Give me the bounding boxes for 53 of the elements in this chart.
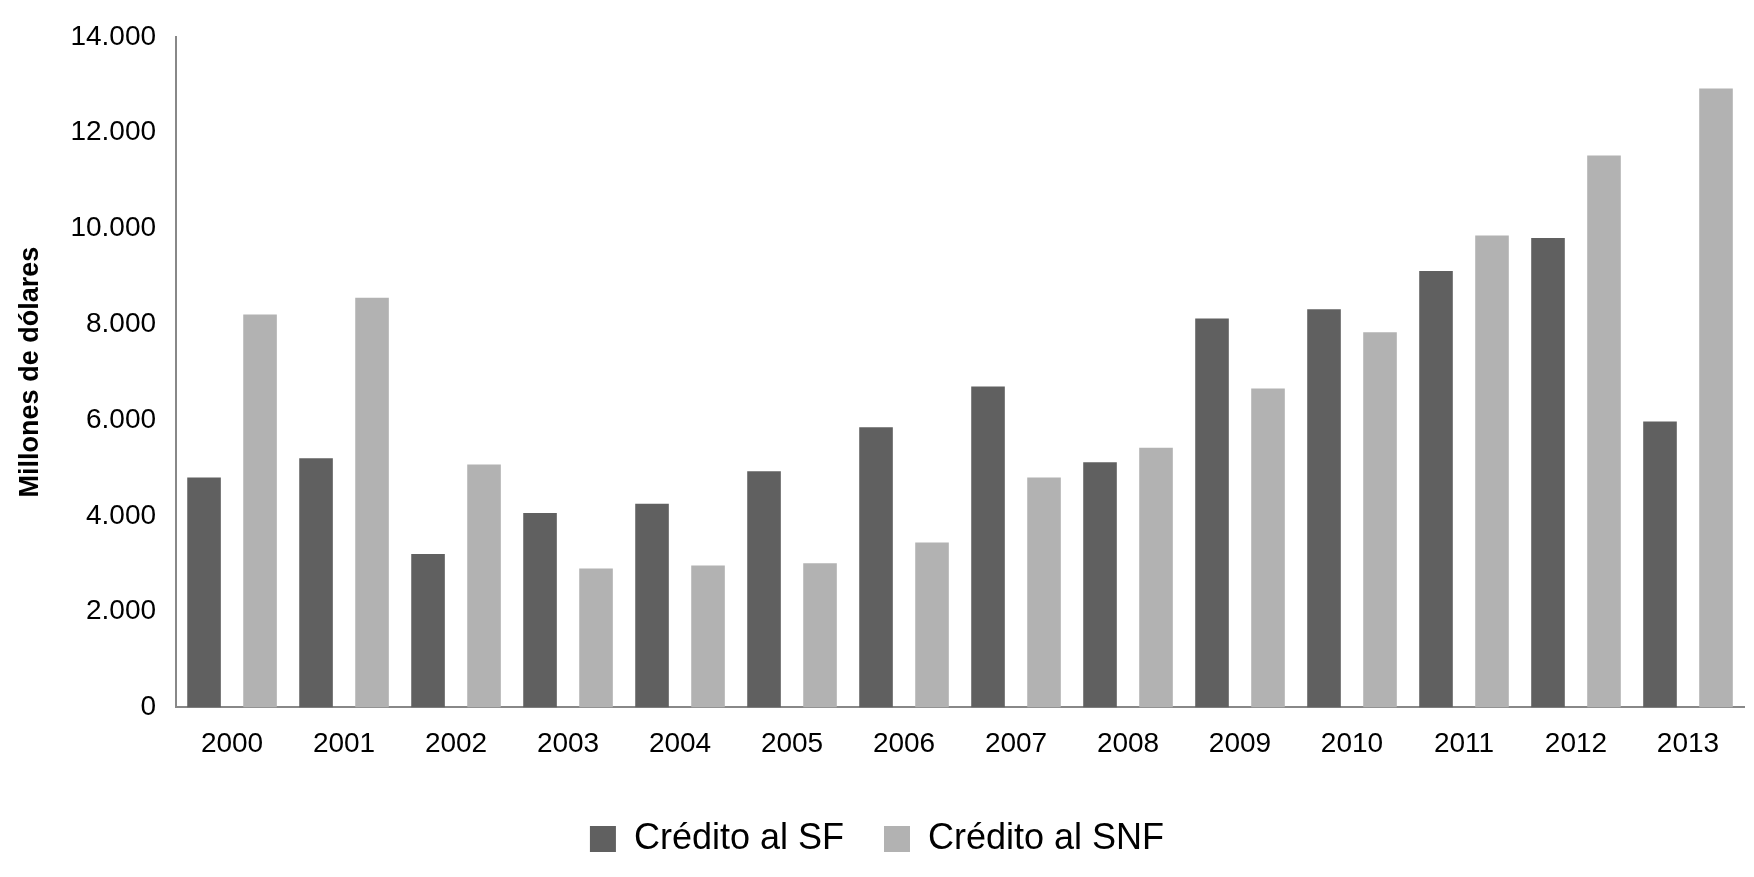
bar: [467, 464, 501, 708]
y-tick-label: 0: [140, 690, 157, 722]
bar: [803, 563, 837, 708]
bar: [1699, 88, 1733, 708]
legend-label: Crédito al SNF: [928, 815, 1165, 857]
x-tick-label: 2013: [1656, 726, 1720, 758]
bar: [1363, 332, 1397, 708]
x-tick-label: 2012: [1544, 726, 1608, 758]
bar: [859, 427, 893, 708]
bar: [579, 568, 613, 708]
bar: [1083, 462, 1117, 708]
bar: [243, 314, 277, 708]
bar: [1587, 155, 1621, 708]
x-tick-label: 2001: [312, 726, 376, 758]
y-tick-label: 12.000: [70, 115, 157, 147]
bar: [1307, 309, 1341, 708]
bar: [635, 503, 669, 708]
legend-label: Crédito al SF: [633, 815, 844, 857]
x-tick-label: 2002: [424, 726, 488, 758]
x-tick-label: 2009: [1208, 726, 1272, 758]
x-tick-label: 2003: [536, 726, 600, 758]
y-tick-label: 10.000: [70, 211, 157, 243]
y-tick-label: 8.000: [85, 306, 157, 338]
bar: [1643, 421, 1677, 708]
bar: [523, 512, 557, 708]
bar: [1251, 388, 1285, 708]
x-tick-label: 2004: [648, 726, 712, 758]
bar: [691, 565, 725, 708]
x-tick-label: 2005: [760, 726, 824, 758]
bar: [355, 297, 389, 708]
bar: [1139, 447, 1173, 708]
y-tick-label: 4.000: [85, 498, 157, 530]
bar: [747, 471, 781, 708]
y-tick-label: 2.000: [85, 594, 157, 626]
bar: [411, 554, 445, 708]
x-tick-label: 2006: [872, 726, 936, 758]
x-tick-label: 2007: [984, 726, 1048, 758]
bar: [1027, 477, 1061, 708]
bar: [915, 542, 949, 708]
bar: [971, 386, 1005, 708]
x-tick-label: 2008: [1096, 726, 1160, 758]
bar: [299, 458, 333, 708]
y-tick-label: 6.000: [85, 402, 157, 434]
bar: [1475, 235, 1509, 708]
x-tick-label: 2010: [1320, 726, 1384, 758]
y-axis-title: Millones de dólares: [13, 246, 44, 498]
bar: [1419, 271, 1453, 708]
x-tick-label: 2000: [200, 726, 264, 758]
bar: [187, 477, 221, 708]
x-tick-label: 2011: [1433, 726, 1495, 758]
bar: [1195, 318, 1229, 708]
bar: [1531, 237, 1565, 708]
y-tick-label: 14.000: [70, 19, 157, 51]
